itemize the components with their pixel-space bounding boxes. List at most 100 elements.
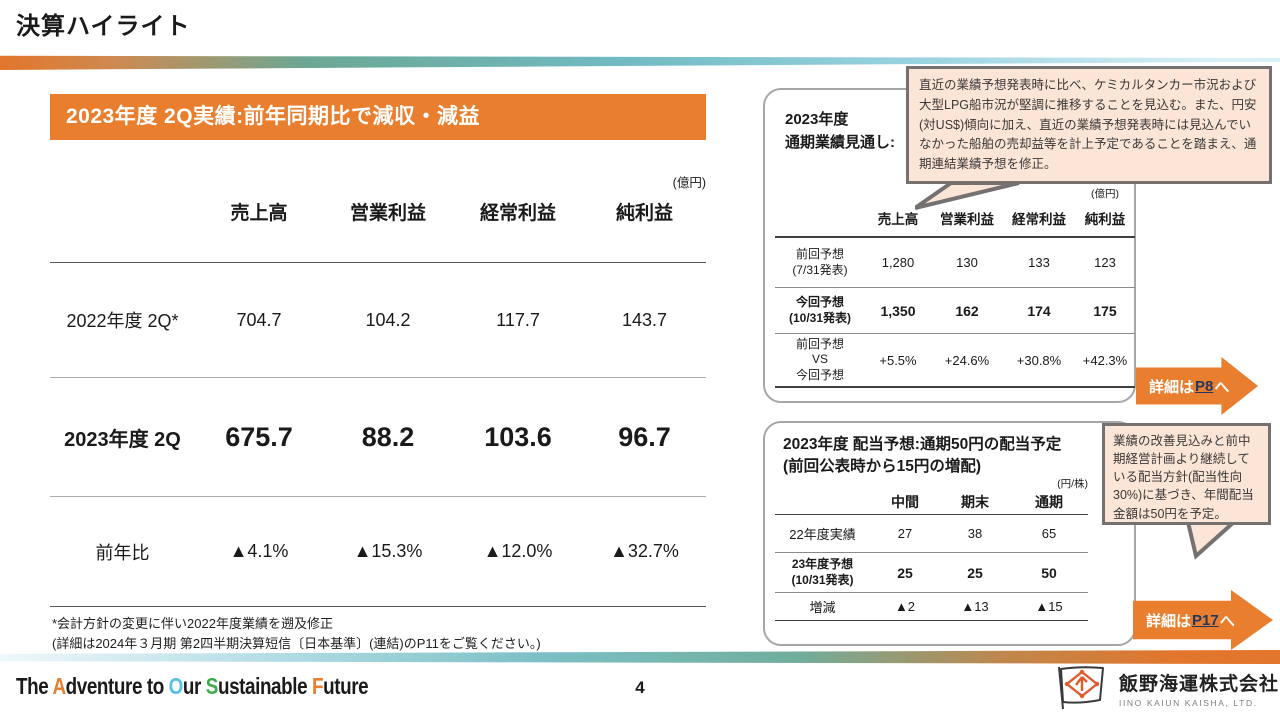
cell-value: 25 — [967, 564, 983, 581]
row-label: 今回予想 (10/31発表) — [788, 294, 852, 325]
forecast-label-line1: 2023年度 — [785, 111, 849, 128]
results-footnote: *会計方針の変更に伴い2022年度業績を遡及修正 (詳細は2024年３月期 第2… — [52, 614, 541, 654]
cell-value: ▲2 — [894, 599, 916, 614]
cell-value: 65 — [1041, 526, 1057, 541]
link-prefix: 詳細は — [1146, 612, 1192, 630]
results-unit-label: (億円) — [672, 176, 706, 190]
table-row-fy2022: 2022年度 2Q* 704.7 104.2 117.7 143.7 — [50, 263, 706, 378]
cell-value: 50 — [1041, 564, 1057, 581]
forecast-table: 売上高 営業利益 経常利益 純利益 前回予想 (7/31発表) 1,280 13… — [775, 200, 1135, 388]
cell-value: +42.3% — [1082, 352, 1128, 368]
cell-value: 104.2 — [365, 309, 411, 330]
slogan-part: ustainable — [217, 673, 312, 699]
company-flag-icon — [1058, 666, 1104, 710]
page-title: 決算ハイライト — [16, 13, 191, 40]
dividend-title-line2: (前回公表時から15円の増配) — [783, 457, 982, 475]
table-row-yoy: 前年比 ▲4.1% ▲15.3% ▲12.0% ▲32.7% — [50, 497, 706, 607]
cell-value: 38 — [967, 526, 983, 541]
forecast-row-current: 今回予想 (10/31発表) 1,350 162 174 175 — [775, 288, 1135, 334]
company-logo: 飯野海運株式会社 IINO KAIUN KAISHA, LTD. — [1052, 664, 1279, 712]
results-table-header: 売上高 営業利益 経常利益 純利益 — [50, 190, 706, 263]
col-header-fullyear: 通期 — [1035, 494, 1063, 510]
cell-value: 25 — [897, 564, 913, 581]
page-number: 4 — [635, 678, 645, 697]
row-label: 前年比 — [95, 542, 150, 563]
row-label: 22年度実績 — [789, 527, 856, 542]
dividend-card — [763, 421, 1136, 646]
slogan-part: O — [168, 673, 184, 699]
footnote-line1: *会計方針の変更に伴い2022年度業績を遡及修正 — [52, 616, 333, 631]
footnote-line2: (詳細は2024年３月期 第2四半期決算短信〔日本基準〕(連結)のP11をご覧く… — [52, 636, 541, 652]
cell-value: +24.6% — [944, 352, 990, 368]
col-header-net-profit: 純利益 — [1084, 212, 1126, 227]
cell-value: +30.8% — [1016, 352, 1062, 368]
cell-value: 88.2 — [361, 421, 415, 452]
link-prefix: 詳細は — [1149, 378, 1195, 396]
results-banner: 2023年度 2Q実績:前年同期比で減収・減益 — [50, 94, 706, 140]
slogan-part: S — [205, 673, 219, 699]
row-label: 前回予想 VS 今回予想 — [795, 336, 844, 382]
company-name-block: 飯野海運株式会社 IINO KAIUN KAISHA, LTD. — [1119, 669, 1279, 708]
col-header-sales: 売上高 — [230, 203, 288, 224]
details-p8-arrow-button[interactable]: 詳細は P8 へ — [1136, 357, 1258, 415]
col-header-operating-profit: 営業利益 — [349, 203, 426, 224]
p8-page-link[interactable]: P8 — [1195, 377, 1214, 395]
results-table: 売上高 営業利益 経常利益 純利益 2022年度 2Q* 704.7 104.2… — [50, 190, 706, 607]
row-label: 23年度予想 (10/31発表) — [791, 556, 854, 587]
cell-value: 704.7 — [236, 309, 282, 330]
footer-slogan: The Adventure to Our Sustainable Future — [16, 673, 369, 700]
col-header-operating-profit: 営業利益 — [940, 212, 994, 227]
cell-value: 117.7 — [496, 309, 540, 330]
cell-value: 162 — [955, 302, 979, 319]
cell-value: ▲13 — [961, 599, 989, 614]
dividend-bubble-tail — [1186, 520, 1238, 560]
col-header-yearend: 期末 — [961, 494, 989, 510]
slogan-part: uture — [323, 673, 369, 699]
forecast-card-label: 2023年度 通期業績見通し: — [785, 108, 895, 155]
cell-value: 133 — [1028, 255, 1050, 270]
forecast-speech-bubble: 直近の業績予想発表時に比べ、ケミカルタンカー市況および大型LPG船市況が堅調に推… — [906, 66, 1272, 184]
forecast-row-previous: 前回予想 (7/31発表) 1,280 130 133 123 — [775, 238, 1135, 288]
slogan-part: F — [311, 673, 324, 699]
slogan-part: A — [52, 673, 66, 699]
dividend-row-change: 増減 ▲2 ▲13 ▲15 — [775, 593, 1088, 621]
link-suffix: へ — [1214, 378, 1230, 396]
cell-value: 175 — [1093, 302, 1117, 319]
cell-value: ▲15.3% — [353, 541, 423, 561]
col-header-ordinary-profit: 経常利益 — [479, 203, 556, 224]
cell-value: ▲12.0% — [483, 541, 553, 561]
row-label: 増減 — [809, 600, 836, 615]
col-header-interim: 中間 — [891, 494, 919, 510]
forecast-row-vs: 前回予想 VS 今回予想 +5.5% +24.6% +30.8% +42.3% — [775, 334, 1135, 388]
col-header-ordinary-profit: 経常利益 — [1012, 212, 1066, 227]
cell-value: 96.7 — [618, 421, 671, 452]
dividend-unit-label: (円/株) — [1057, 478, 1088, 490]
cell-value: 675.7 — [225, 421, 293, 452]
slogan-part: The — [16, 673, 53, 699]
p17-page-link[interactable]: P17 — [1192, 611, 1219, 629]
company-name-en: IINO KAIUN KAISHA, LTD. — [1119, 697, 1258, 708]
slogan-part: dventure to — [65, 673, 169, 699]
dividend-title-line1: 2023年度 配当予想:通期50円の配当予定 — [783, 436, 1062, 453]
row-label: 2023年度 2Q — [64, 428, 181, 451]
link-suffix: へ — [1219, 612, 1235, 630]
details-p17-arrow-button[interactable]: 詳細は P17 へ — [1133, 590, 1273, 650]
company-name: 飯野海運株式会社 — [1119, 673, 1280, 695]
forecast-bubble-tail — [915, 181, 1020, 210]
cell-value: 27 — [897, 526, 913, 541]
dividend-table-header: 中間 期末 通期 — [775, 490, 1088, 515]
col-header-sales: 売上高 — [877, 212, 919, 227]
table-row-fy2023: 2023年度 2Q 675.7 88.2 103.6 96.7 — [50, 378, 706, 497]
forecast-unit-label: (億円) — [1091, 188, 1119, 200]
forecast-table-header: 売上高 営業利益 経常利益 純利益 — [775, 200, 1135, 238]
cell-value: 143.7 — [621, 309, 668, 330]
cell-value: 123 — [1094, 255, 1116, 270]
cell-value: 174 — [1027, 302, 1051, 319]
cell-value: 1,280 — [881, 255, 915, 270]
col-header-net-profit: 純利益 — [615, 203, 673, 224]
row-label: 2022年度 2Q* — [66, 311, 179, 331]
dividend-row-fy22: 22年度実績 27 38 65 — [775, 515, 1088, 553]
dividend-card-title: 2023年度 配当予想:通期50円の配当予定 (前回公表時から15円の増配) — [783, 434, 1061, 477]
dividend-row-fy23: 23年度予想 (10/31発表) 25 25 50 — [775, 553, 1088, 593]
cell-value: ▲15 — [1035, 599, 1063, 614]
